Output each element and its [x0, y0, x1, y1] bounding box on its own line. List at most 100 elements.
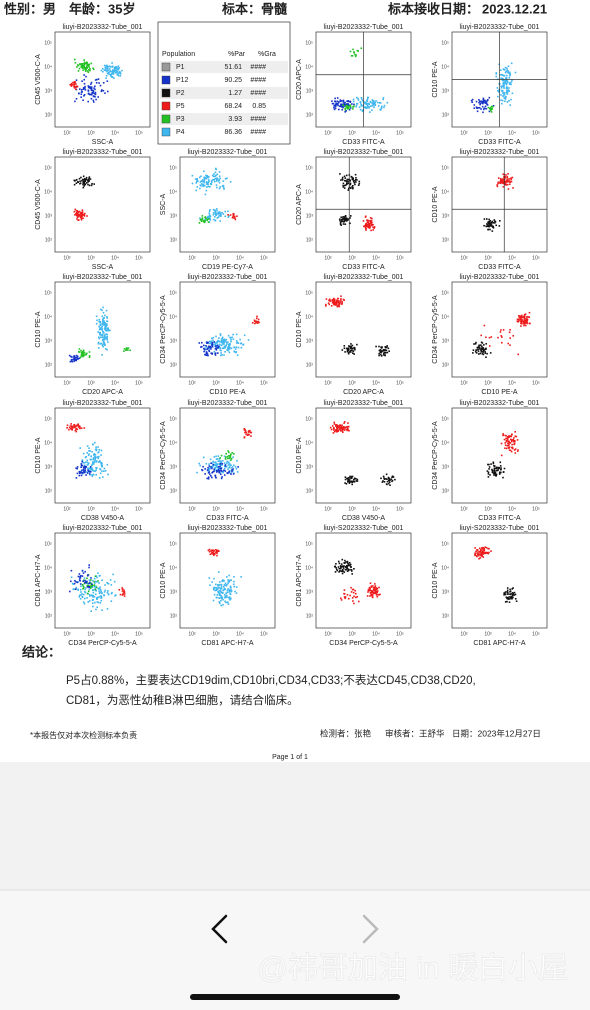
y-tick-label: 10⁴	[169, 189, 177, 195]
event-dot	[214, 354, 217, 356]
event-dot	[80, 176, 82, 179]
event-dot	[89, 473, 91, 475]
event-dot	[219, 583, 221, 586]
event-dot	[509, 588, 511, 591]
event-dot	[110, 592, 113, 595]
back-button[interactable]	[211, 914, 228, 944]
event-dot	[216, 341, 218, 343]
event-dot	[508, 601, 511, 603]
event-dot	[486, 103, 488, 106]
event-dot	[109, 579, 112, 581]
event-dot	[366, 107, 369, 109]
event-dot	[218, 460, 221, 462]
event-dot	[508, 436, 511, 438]
event-dot	[366, 98, 369, 100]
event-dot	[73, 582, 76, 585]
table-header: %Par	[228, 51, 246, 58]
event-dot	[91, 468, 94, 470]
event-dot	[83, 471, 85, 474]
event-dot	[508, 449, 511, 451]
event-dot	[381, 105, 383, 108]
y-axis-label: CD34 PerCP-Cy5-5-A	[432, 295, 439, 364]
event-dot	[349, 107, 352, 109]
event-dot	[510, 81, 513, 83]
event-dot	[345, 183, 348, 186]
y-tick-label: 10²	[306, 613, 314, 619]
event-dot	[221, 211, 223, 214]
event-dot	[123, 348, 126, 350]
event-dot	[374, 103, 377, 106]
event-dot	[81, 178, 84, 181]
event-dot	[233, 585, 236, 588]
event-dot	[356, 96, 358, 99]
event-dot	[208, 212, 211, 214]
event-dot	[347, 422, 349, 424]
event-dot	[88, 176, 91, 178]
event-dot	[523, 321, 525, 323]
event-dot	[334, 430, 336, 433]
event-dot	[88, 469, 91, 472]
event-dot	[231, 470, 233, 473]
event-dot	[473, 107, 476, 109]
event-dot	[126, 347, 128, 349]
event-dot	[496, 185, 499, 188]
event-dot	[481, 100, 483, 103]
event-dot	[382, 475, 385, 478]
event-dot	[348, 345, 350, 347]
event-dot	[88, 355, 91, 357]
event-dot	[100, 334, 102, 336]
plot-frame	[451, 281, 548, 378]
event-dot	[99, 324, 102, 326]
event-dot	[379, 348, 382, 351]
event-dot	[227, 343, 230, 346]
event-dot	[199, 217, 201, 219]
event-dot	[245, 431, 248, 434]
y-axis-label: CD10 PE-A	[296, 437, 303, 474]
event-dot	[82, 63, 84, 65]
y-tick-label: 10⁵	[305, 541, 313, 547]
event-dot	[88, 63, 91, 66]
event-dot	[210, 352, 212, 354]
event-dot	[228, 580, 231, 582]
event-dot	[358, 180, 361, 183]
event-dot	[504, 434, 507, 437]
event-dot	[335, 425, 338, 427]
event-dot	[219, 467, 222, 470]
event-dot	[91, 473, 93, 476]
event-dot	[79, 213, 81, 216]
event-dot	[70, 425, 73, 427]
event-dot	[482, 348, 485, 350]
event-dot	[487, 471, 490, 474]
event-dot	[237, 346, 240, 349]
event-dot	[355, 596, 357, 599]
event-dot	[209, 185, 211, 188]
event-dot	[83, 74, 85, 76]
y-tick-label: 10⁵	[44, 416, 52, 422]
event-dot	[352, 48, 354, 51]
forward-button[interactable]	[362, 914, 379, 944]
event-dot	[378, 594, 380, 596]
event-dot	[83, 470, 86, 473]
event-dot	[81, 593, 83, 595]
event-dot	[83, 178, 86, 180]
y-tick-label: 10⁴	[441, 189, 449, 195]
event-dot	[208, 346, 210, 349]
event-dot	[208, 471, 210, 473]
event-dot	[78, 92, 80, 95]
event-dot	[123, 591, 125, 593]
event-dot	[99, 328, 102, 330]
event-dot	[223, 343, 225, 345]
event-dot	[346, 562, 349, 564]
event-dot	[230, 340, 232, 343]
x-axis-label: CD33 FITC-A	[478, 515, 521, 522]
event-dot	[476, 554, 478, 557]
event-dot	[334, 105, 337, 108]
event-dot	[520, 325, 522, 327]
event-dot	[485, 102, 488, 105]
event-dot	[224, 600, 226, 603]
event-dot	[257, 318, 260, 321]
event-dot	[97, 601, 100, 604]
event-dot	[350, 586, 352, 589]
event-dot	[229, 342, 231, 345]
